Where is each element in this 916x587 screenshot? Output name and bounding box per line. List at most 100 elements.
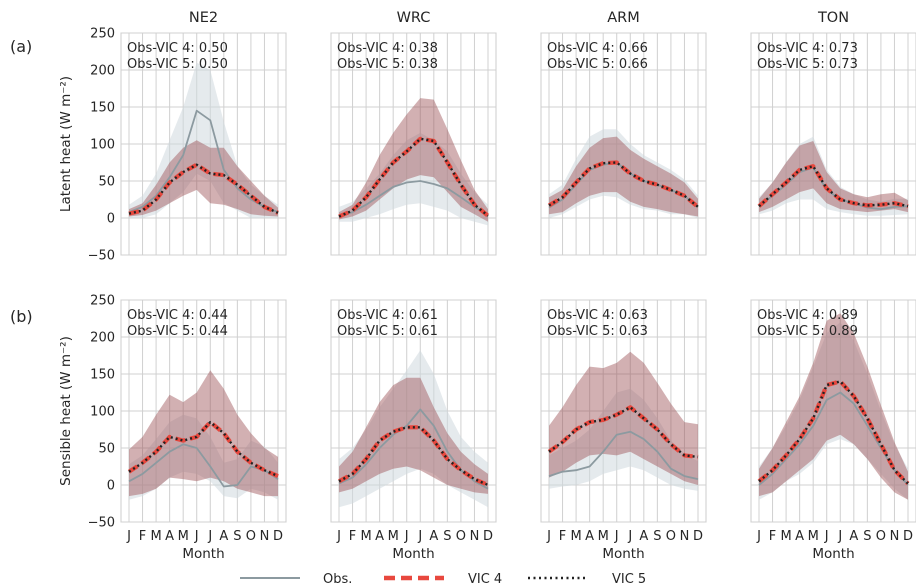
model-range-band (759, 313, 908, 500)
y-axis-label: Latent heat (W m⁻²) (58, 76, 74, 212)
obs-range-band (549, 129, 698, 218)
month-tick-label: A (429, 529, 438, 544)
x-axis-label: Month (602, 546, 644, 562)
month-tick-label: J (756, 529, 761, 544)
month-tick-label: M (360, 529, 371, 544)
month-tick-label: N (260, 529, 270, 544)
obs-range-band (339, 132, 488, 226)
vic5-line (758, 380, 909, 485)
obs-line (548, 430, 699, 480)
obs-line (338, 180, 489, 218)
obs-range-band (759, 136, 908, 216)
month-tick-label: M (808, 529, 819, 544)
month-tick-label: J (336, 529, 341, 544)
obs-range-band (129, 62, 278, 218)
month-tick-label: O (876, 529, 886, 544)
model-range-band (339, 377, 488, 494)
y-tick-label: 200 (90, 331, 115, 346)
month-tick-label: S (233, 529, 241, 544)
obs-range-band (759, 322, 908, 500)
month-tick-label: J (194, 529, 199, 544)
month-tick-label: A (219, 529, 228, 544)
month-tick-label: M (780, 529, 791, 544)
month-tick-label: S (653, 529, 661, 544)
legend: Obs. VIC 4 VIC 5 (240, 572, 646, 587)
panel-title: WRC (397, 10, 431, 26)
correlation-annotation: Obs-VIC 4: 0.61 (337, 308, 438, 323)
obs-line (128, 443, 279, 488)
vic4-line (547, 405, 699, 459)
panel-title: ARM (607, 10, 640, 26)
vic5-line (338, 426, 489, 487)
month-tick-label: A (639, 529, 648, 544)
month-tick-label: O (666, 529, 676, 544)
y-tick-label: 250 (90, 27, 115, 42)
vic4-line (128, 162, 279, 216)
month-tick-label: O (246, 529, 256, 544)
month-tick-label: J (614, 529, 619, 544)
x-axis-label: Month (812, 546, 854, 562)
month-tick-label: M (598, 529, 609, 544)
x-axis-label: Month (392, 546, 434, 562)
y-tick-label: 50 (98, 442, 115, 457)
month-tick-label: N (890, 529, 900, 544)
legend-vic4-label: VIC 4 (468, 572, 502, 587)
vic5-line (128, 420, 279, 478)
correlation-annotation: Obs-VIC 5: 0.63 (547, 324, 648, 339)
month-tick-label: D (903, 529, 913, 544)
month-tick-label: M (570, 529, 581, 544)
y-tick-label: 50 (98, 175, 115, 190)
obs-line (128, 109, 279, 213)
correlation-annotation: Obs-VIC 5: 0.44 (127, 324, 228, 339)
month-tick-label: M (388, 529, 399, 544)
row-label: (a) (10, 37, 32, 56)
legend-vic5-label: VIC 5 (612, 572, 646, 587)
subplot-5: −50 0 50 100 150 200 250 Obs-VIC 4: 0.44Obs-VIC… (10, 294, 287, 562)
y-tick-label: 150 (90, 101, 115, 116)
month-tick-label: J (546, 529, 551, 544)
correlation-annotation: Obs-VIC 5: 0.50 (127, 57, 228, 72)
month-tick-label: A (375, 529, 384, 544)
month-tick-label: A (585, 529, 594, 544)
vic5-line (338, 137, 489, 218)
month-tick-label: J (824, 529, 829, 544)
correlation-annotation: Obs-VIC 5: 0.38 (337, 57, 438, 72)
month-tick-label: F (349, 529, 356, 544)
month-tick-label: A (795, 529, 804, 544)
row-label: (b) (10, 307, 33, 326)
month-tick-label: M (178, 529, 189, 544)
correlation-annotation: Obs-VIC 5: 0.61 (337, 324, 438, 339)
month-tick-label: F (559, 529, 566, 544)
month-tick-label: F (139, 529, 146, 544)
month-tick-label: S (863, 529, 871, 544)
month-tick-label: N (680, 529, 690, 544)
month-tick-label: N (470, 529, 480, 544)
y-tick-label: 0 (107, 479, 115, 494)
month-tick-label: J (417, 529, 422, 544)
model-range-band (549, 351, 698, 485)
correlation-annotation: Obs-VIC 4: 0.66 (547, 41, 648, 56)
correlation-annotation: Obs-VIC 4: 0.63 (547, 308, 648, 323)
legend-obs-label: Obs. (323, 572, 352, 587)
month-tick-label: F (769, 529, 776, 544)
vic5-line (758, 164, 909, 208)
month-tick-label: S (443, 529, 451, 544)
month-tick-label: J (207, 529, 212, 544)
month-tick-label: M (150, 529, 161, 544)
y-tick-label: 200 (90, 64, 115, 79)
month-tick-label: D (483, 529, 493, 544)
month-tick-label: D (273, 529, 283, 544)
month-tick-label: J (627, 529, 632, 544)
y-tick-label: 150 (90, 368, 115, 383)
model-range-band (129, 370, 278, 497)
y-tick-label: 100 (90, 138, 115, 153)
correlation-annotation: Obs-VIC 4: 0.44 (127, 308, 228, 323)
correlation-annotation: Obs-VIC 4: 0.73 (757, 41, 858, 56)
y-tick-label: −50 (88, 516, 115, 531)
